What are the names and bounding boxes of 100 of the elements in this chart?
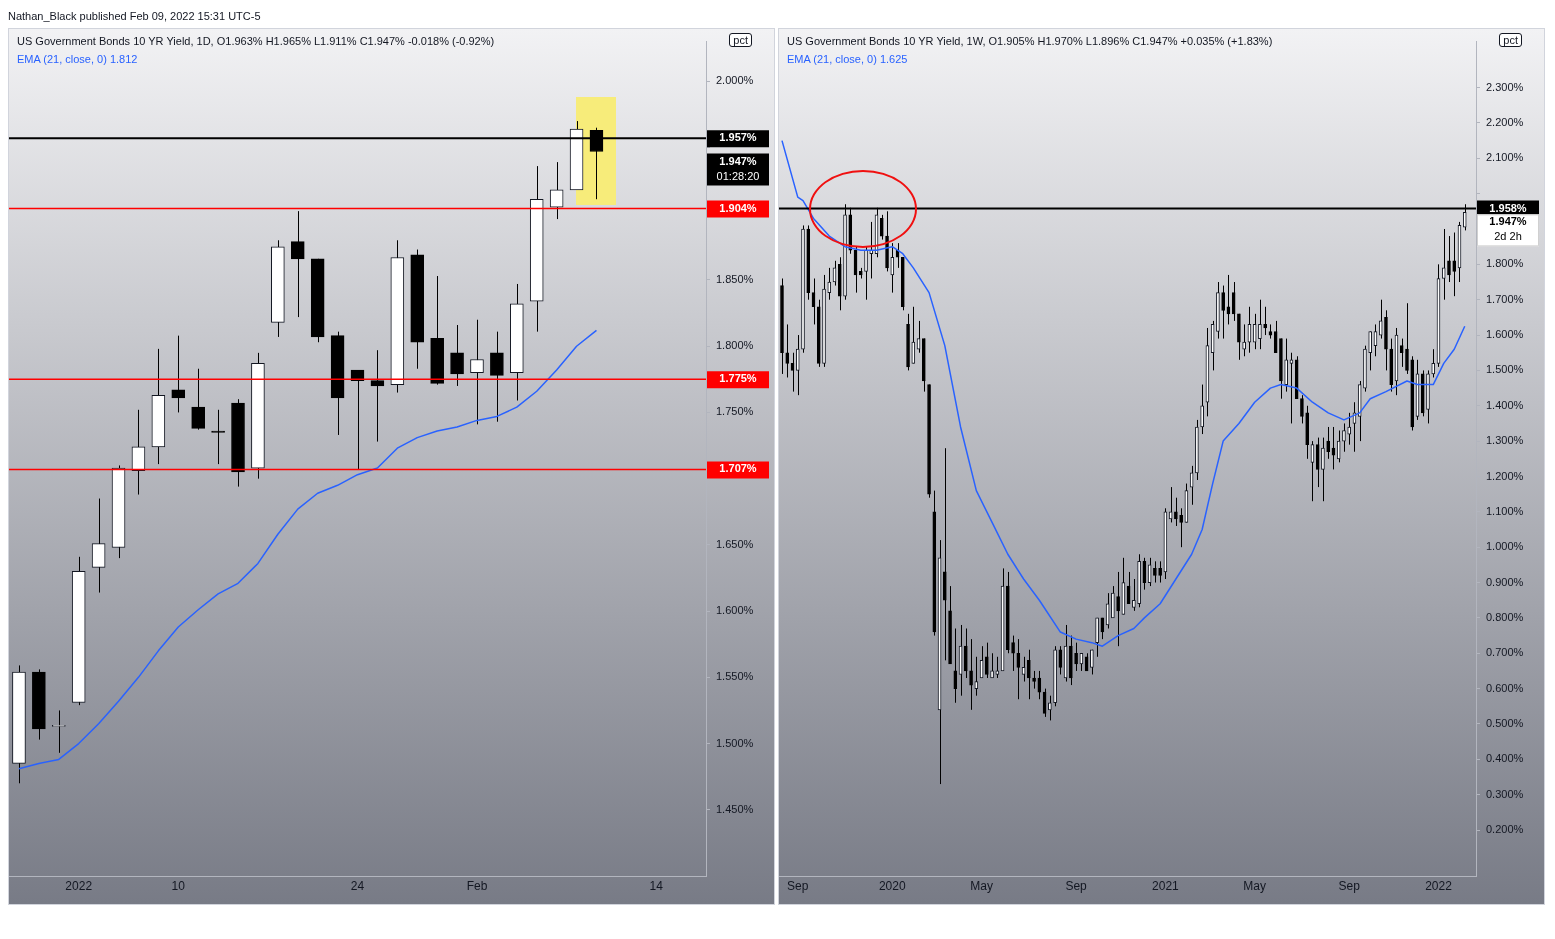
candlestick — [1090, 649, 1094, 675]
x-tick-label: 2021 — [1152, 878, 1180, 893]
candlestick — [953, 628, 958, 704]
candlestick — [290, 210, 305, 318]
x-tick-label: 2020 — [878, 878, 906, 893]
candlestick — [1174, 497, 1178, 527]
candlestick — [1342, 422, 1346, 453]
candlestick — [890, 242, 895, 294]
chart-title: US Government Bonds 10 YR Yield, 1D, O1.963% H1.965% L1.911% C1.947% -0.018% (-0.92%) — [17, 35, 495, 47]
candlestick — [1200, 384, 1204, 435]
candlestick — [370, 349, 385, 443]
y-tick-label: 2.200% — [1486, 115, 1524, 128]
y-tick-label: 0.900% — [1486, 575, 1524, 588]
candlestick — [1315, 437, 1320, 488]
text: 1.947% — [1489, 215, 1527, 228]
candlestick — [911, 306, 916, 364]
candlestick — [1132, 578, 1136, 612]
x-tick-label: May — [970, 878, 993, 893]
y-tick-label: 0.200% — [1486, 823, 1524, 836]
candlestick — [1242, 323, 1246, 357]
candlestick — [1153, 560, 1157, 584]
candlestick — [1368, 331, 1373, 371]
y-tick-label: 0.800% — [1486, 610, 1524, 623]
candlestick — [450, 324, 464, 387]
x-tick-label: 10 — [171, 878, 186, 893]
candlestick — [1179, 507, 1183, 548]
candlestick — [191, 368, 206, 431]
y-tick-label: 1.850% — [716, 273, 754, 286]
y-tick-label: 1.600% — [716, 604, 754, 617]
candlestick — [1116, 571, 1120, 647]
candlestick — [974, 656, 979, 697]
candlestick — [1321, 437, 1325, 502]
y-tick-label: 1.800% — [1486, 257, 1524, 270]
y-tick-label: 1.750% — [716, 405, 754, 418]
candlestick — [1273, 320, 1278, 354]
x-tick-label: 24 — [350, 878, 365, 893]
y-tick-label: 1.500% — [716, 736, 754, 749]
ref-line-label: 1.707% — [719, 462, 757, 475]
candlestick — [1378, 299, 1383, 340]
y-tick-label: 1.300% — [1486, 434, 1524, 447]
candlestick — [1452, 232, 1457, 297]
x-tick-label: Feb — [466, 878, 488, 893]
y-tick-label: 0.300% — [1486, 787, 1524, 800]
chart-subtitle: Nathan_Black published Feb 09, 2022 15:31 UTC-5 — [8, 9, 262, 24]
candlestick — [1011, 635, 1015, 672]
x-tick-label: Sep — [1065, 878, 1088, 893]
y-tick-label: 1.450% — [716, 802, 754, 815]
text: 1.947% — [719, 154, 757, 167]
candlestick — [1447, 235, 1451, 283]
text: 01:28:20 — [716, 169, 760, 182]
candlestick — [1399, 338, 1404, 368]
y-axis-title: pct — [1499, 33, 1522, 47]
candlestick — [795, 334, 800, 396]
candlestick — [985, 642, 989, 679]
candlestick — [1326, 426, 1331, 460]
candlestick — [1095, 617, 1099, 658]
y-tick-label: 2.300% — [1486, 80, 1524, 93]
candlestick — [1284, 338, 1289, 393]
y-tick-label: 1.800% — [716, 339, 754, 352]
candlestick — [1258, 299, 1262, 350]
candlestick — [211, 409, 225, 465]
y-tick-label: 1.650% — [716, 537, 754, 550]
candlestick — [1300, 394, 1304, 424]
y-tick-label: 1.100% — [1486, 504, 1524, 517]
candlestick — [171, 335, 186, 413]
candlestick — [1441, 228, 1446, 301]
y-tick-label: 1.600% — [1486, 328, 1524, 341]
x-tick-label: 2022 — [65, 878, 93, 893]
ref-line-label: 1.957% — [719, 131, 757, 144]
ref-line-label: 1.904% — [719, 201, 757, 214]
candlestick — [827, 267, 832, 301]
candlestick — [1431, 348, 1436, 378]
y-tick-label: 2.000% — [716, 74, 754, 87]
x-tick-label: 2022 — [1425, 878, 1453, 893]
x-tick-label: Sep — [1338, 878, 1361, 893]
candlestick — [1347, 412, 1352, 446]
y-tick-label: 2.100% — [1486, 151, 1524, 164]
candlestick — [490, 331, 504, 423]
ref-line-label: 1.775% — [719, 372, 757, 385]
y-tick-label: 1.000% — [1486, 540, 1524, 553]
candlestick — [963, 628, 968, 679]
y-tick-label: 1.700% — [1486, 292, 1524, 305]
candlestick — [785, 323, 790, 378]
candlestick — [1074, 642, 1078, 672]
candlestick — [91, 498, 106, 594]
ref-line-label: 1.958% — [1489, 201, 1527, 214]
candlestick — [470, 319, 484, 425]
candlestick — [869, 221, 874, 279]
y-tick-label: 0.400% — [1486, 752, 1524, 765]
y-tick-label: 1.550% — [716, 670, 754, 683]
candlestick — [1336, 430, 1341, 463]
candlestick — [1263, 306, 1267, 336]
y-tick-label: 0.500% — [1486, 717, 1524, 729]
candlestick — [995, 656, 1000, 679]
y-tick-label: 1.500% — [1486, 363, 1524, 376]
y-tick-label: 0.600% — [1486, 681, 1524, 694]
candlestick — [1027, 649, 1031, 700]
text: EMA (21, close, 0) 1.812 — [17, 53, 138, 65]
candlestick — [969, 638, 973, 711]
y-tick-label: 1.400% — [1486, 398, 1524, 411]
